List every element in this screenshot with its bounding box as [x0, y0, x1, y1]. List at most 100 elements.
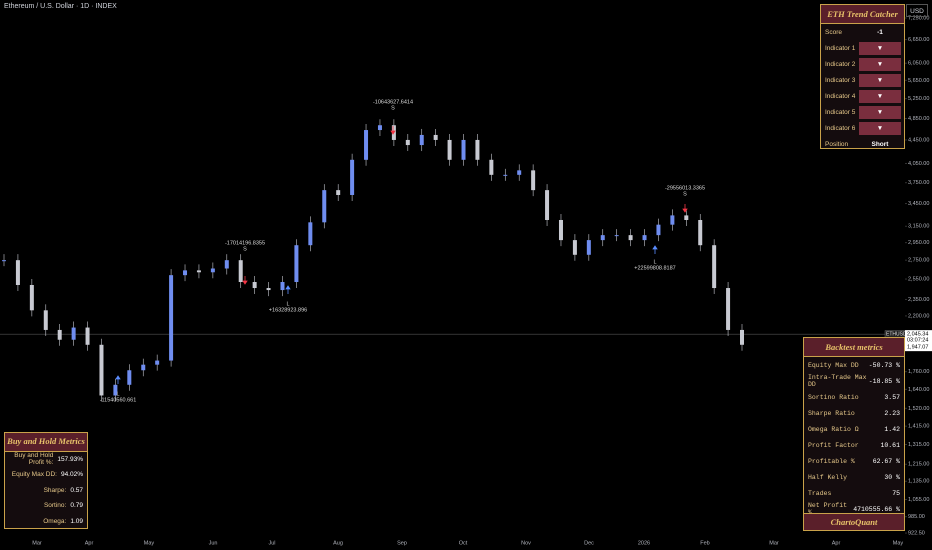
panel-row: Indicator 5 ▼ — [821, 104, 904, 120]
candle — [364, 130, 369, 160]
y-tick-label: 3,450.00 — [908, 201, 929, 207]
panel-title: ETH Trend Catcher — [821, 5, 904, 24]
candle — [614, 235, 619, 237]
candle — [336, 190, 341, 195]
panel-row: Indicator 6 ▼ — [821, 120, 904, 136]
signal-arrow — [285, 285, 291, 294]
candle — [419, 134, 424, 146]
close-label: 1,947.07 — [907, 345, 928, 351]
row-label: Sortino Ratio — [808, 393, 859, 401]
symbol-header[interactable]: Ethereum / U.S. Dollar · 1D · INDEX — [4, 3, 117, 10]
x-tick-label: Nov — [521, 540, 531, 546]
y-tick-label: 2,350.00 — [908, 297, 929, 303]
panel-row: Sortino: 0.79 — [5, 498, 87, 514]
row-label: Score — [825, 28, 842, 36]
row-label: Indicator 1 — [825, 44, 856, 52]
row-label: Profitable % — [808, 457, 855, 465]
candle — [210, 268, 215, 273]
panel-row: Sortino Ratio 3.57 — [804, 389, 904, 405]
candle — [698, 219, 703, 246]
candle — [489, 159, 494, 175]
candle — [183, 270, 188, 276]
x-tick-label: Mar — [769, 540, 779, 546]
panel-row: Sharpe: 0.57 — [5, 483, 87, 499]
y-tick-label: 1,760.00 — [908, 369, 929, 375]
row-value: -50.73 % — [868, 361, 900, 369]
panel-row: Indicator 2 ▼ — [821, 56, 904, 72]
panel-row: Intra-Trade Max DD -18.85 % — [804, 373, 904, 389]
signal-side: S — [243, 246, 247, 252]
y-tick-label: 2,750.00 — [908, 258, 929, 264]
y-tick-label: 1,520.00 — [908, 406, 929, 412]
panel-row: Equity Max DD -50.73 % — [804, 357, 904, 373]
row-value: -1 — [877, 28, 883, 36]
signal-value: +16328923.896 — [269, 307, 307, 313]
panel-row: Indicator 3 ▼ — [821, 72, 904, 88]
row-label: Position — [825, 140, 849, 148]
candle — [503, 174, 508, 176]
candle — [558, 219, 563, 241]
row-value: ▼ — [859, 89, 901, 103]
currency-button[interactable]: USD — [906, 4, 928, 17]
row-label: Buy and Hold Profit %: — [14, 452, 54, 467]
countdown-label: 03:07:24 — [907, 338, 928, 344]
row-value: 4710555.66 % — [853, 505, 900, 513]
panel-row: Half Kelly 30 % — [804, 469, 904, 485]
row-value: 2.23 — [884, 409, 900, 417]
row-label: Indicator 4 — [825, 92, 856, 100]
row-value: ▼ — [859, 121, 901, 135]
y-tick-label: 4,850.00 — [908, 116, 929, 122]
y-tick-label: 5,250.00 — [908, 96, 929, 102]
x-tick-label: 2026 — [638, 540, 650, 546]
row-label: Sortino: — [43, 502, 67, 510]
panel-title: Buy and Hold Metrics — [5, 433, 87, 452]
signal-value: -17014196.8355 — [225, 240, 265, 246]
x-tick-label: May — [893, 540, 904, 546]
candle — [99, 344, 104, 396]
candle — [642, 235, 647, 241]
candle — [308, 222, 313, 246]
row-value: ▼ — [859, 105, 901, 119]
row-value: ▼ — [859, 41, 901, 55]
row-value: 3.57 — [884, 393, 900, 401]
row-value: 62.67 % — [872, 457, 900, 465]
candle — [113, 384, 118, 396]
x-tick-label: Apr — [85, 540, 94, 546]
row-label: Equity Max DD: — [11, 471, 57, 479]
candle — [740, 329, 744, 345]
y-tick-label: 1,415.00 — [908, 424, 929, 430]
y-tick-label: 3,150.00 — [908, 224, 929, 230]
candle — [155, 360, 160, 365]
signal-value: +22599808.8187 — [634, 265, 675, 271]
panel-row: Trades 75 — [804, 485, 904, 501]
x-tick-label: Dec — [584, 540, 594, 546]
row-label: Half Kelly — [808, 473, 848, 481]
candle — [405, 139, 410, 146]
candle — [670, 215, 675, 225]
row-label: Net Profit % — [808, 502, 848, 516]
row-value: 1.09 — [70, 517, 83, 525]
candle — [600, 235, 605, 241]
signal-arrow — [390, 126, 396, 135]
row-value: 10.61 — [880, 441, 900, 449]
y-tick-label: 6,050.00 — [908, 61, 929, 67]
x-tick-label: Feb — [700, 540, 709, 546]
candle — [224, 260, 229, 269]
y-tick-label: 1,215.00 — [908, 462, 929, 468]
panel-row: Buy and Hold Profit %: 157.93% — [5, 452, 87, 468]
row-label: Omega Ratio Ω — [808, 425, 859, 433]
row-label: Profit Factor — [808, 441, 859, 449]
candle — [71, 327, 76, 340]
row-value: 75 — [892, 489, 900, 497]
panel-footer: ChartoQuant — [804, 513, 904, 530]
signal-value: -10643627.6414 — [373, 99, 413, 105]
y-tick-label: 2,950.00 — [908, 240, 929, 246]
row-value: 0.57 — [70, 486, 83, 494]
candle — [475, 139, 480, 160]
y-tick-label: 4,450.00 — [908, 137, 929, 143]
candle — [85, 327, 90, 345]
row-label: Indicator 3 — [825, 76, 856, 84]
candle — [656, 224, 661, 236]
candle — [628, 235, 633, 241]
